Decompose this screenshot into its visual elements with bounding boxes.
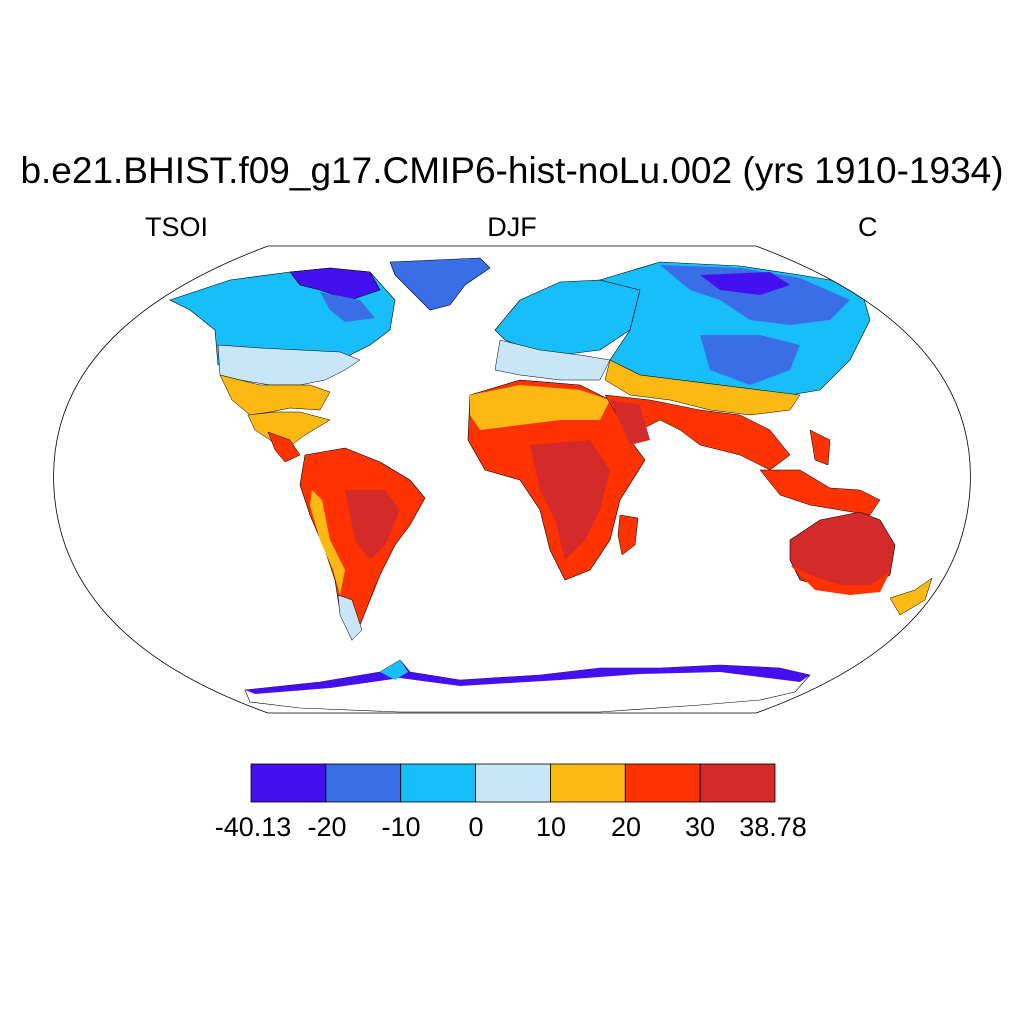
colorbar-tick-label: 20 — [610, 812, 642, 842]
colorbar-tick-label: 0 — [468, 812, 484, 842]
colorbar-bin — [400, 763, 476, 803]
variable-label: TSOI — [145, 212, 209, 242]
greenland — [389, 257, 491, 311]
season-label: DJF — [487, 212, 537, 242]
plot-title: b.e21.BHIST.f09_g17.CMIP6-hist-noLu.002 … — [20, 150, 1004, 191]
colorbar-bin — [325, 763, 402, 803]
australia — [789, 511, 933, 616]
colorbar-tick-label: 10 — [535, 812, 567, 842]
colorbar-bin — [699, 763, 776, 803]
colorbar-bin — [475, 763, 551, 803]
colorbar-tick-label: -40.13 — [214, 812, 292, 842]
south-america — [299, 447, 426, 641]
units-label: C — [858, 212, 878, 242]
maritime-se-asia — [759, 429, 881, 516]
africa — [467, 379, 646, 581]
north-america — [169, 267, 396, 463]
colorbar-bin — [624, 763, 701, 803]
map-border — [53, 245, 971, 714]
asia — [598, 261, 871, 471]
colorbar-tick-label: 38.78 — [739, 812, 807, 842]
colorbar-bin — [550, 763, 626, 803]
antarctica — [244, 659, 811, 713]
colorbar-tick-label: 30 — [684, 812, 716, 842]
colorbar-bin — [250, 763, 327, 803]
colorbar-tick-label: -10 — [381, 812, 421, 842]
colorbar-tick-label: -20 — [307, 812, 347, 842]
europe — [494, 279, 641, 381]
